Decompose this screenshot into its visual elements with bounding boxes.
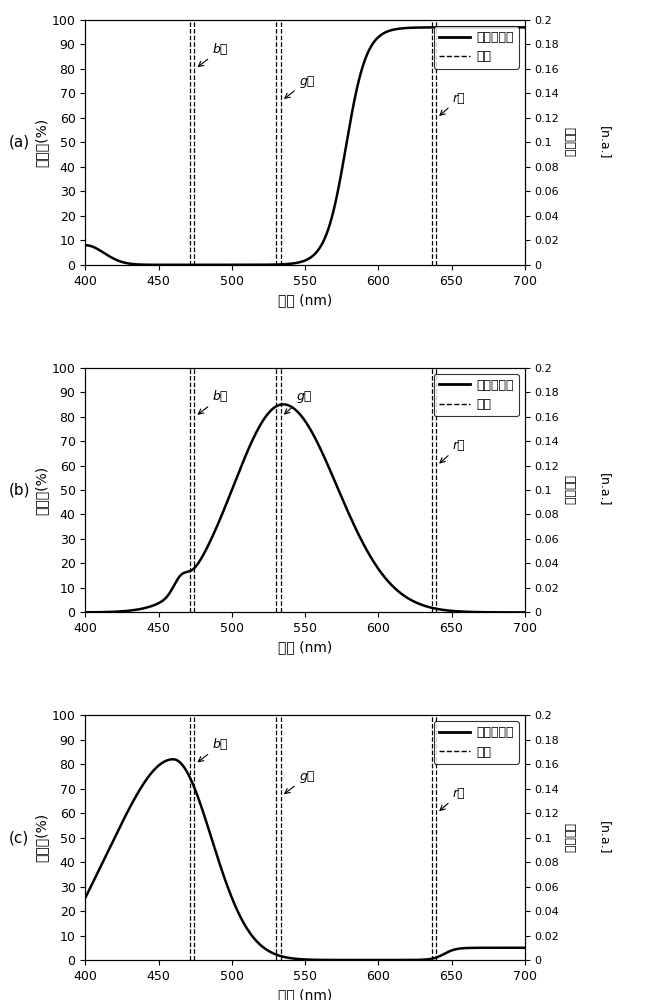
- Text: 激光强度: 激光强度: [562, 127, 575, 157]
- Text: b光: b光: [198, 43, 228, 66]
- X-axis label: 波长 (nm): 波长 (nm): [278, 641, 332, 655]
- Y-axis label: 透射比(%): 透射比(%): [35, 813, 49, 862]
- Text: (b): (b): [9, 483, 30, 498]
- Y-axis label: 透射比(%): 透射比(%): [35, 465, 49, 515]
- Legend: 红色滤光膜, 激光: 红色滤光膜, 激光: [434, 26, 518, 68]
- Legend: 蓝色滤光膜, 激光: 蓝色滤光膜, 激光: [434, 721, 518, 764]
- Text: g光: g光: [285, 770, 315, 794]
- Text: g光: g光: [285, 75, 315, 98]
- Text: r光: r光: [440, 787, 466, 810]
- Y-axis label: 透射比(%): 透射比(%): [35, 118, 49, 167]
- Text: [n.a.]: [n.a.]: [598, 821, 611, 854]
- Text: 激光强度: 激光强度: [562, 475, 575, 505]
- Text: r光: r光: [440, 439, 466, 463]
- Text: b光: b光: [198, 390, 228, 414]
- Text: (a): (a): [9, 135, 30, 150]
- Text: b光: b光: [198, 738, 228, 762]
- Text: 激光强度: 激光强度: [562, 823, 575, 853]
- Text: [n.a.]: [n.a.]: [598, 126, 611, 159]
- Text: [n.a.]: [n.a.]: [598, 473, 611, 507]
- X-axis label: 波长 (nm): 波长 (nm): [278, 988, 332, 1000]
- Text: (c): (c): [9, 830, 30, 845]
- X-axis label: 波长 (nm): 波长 (nm): [278, 293, 332, 307]
- Text: r光: r光: [440, 92, 466, 115]
- Legend: 绿色滤光膜, 激光: 绿色滤光膜, 激光: [434, 374, 518, 416]
- Text: g光: g光: [285, 390, 312, 414]
